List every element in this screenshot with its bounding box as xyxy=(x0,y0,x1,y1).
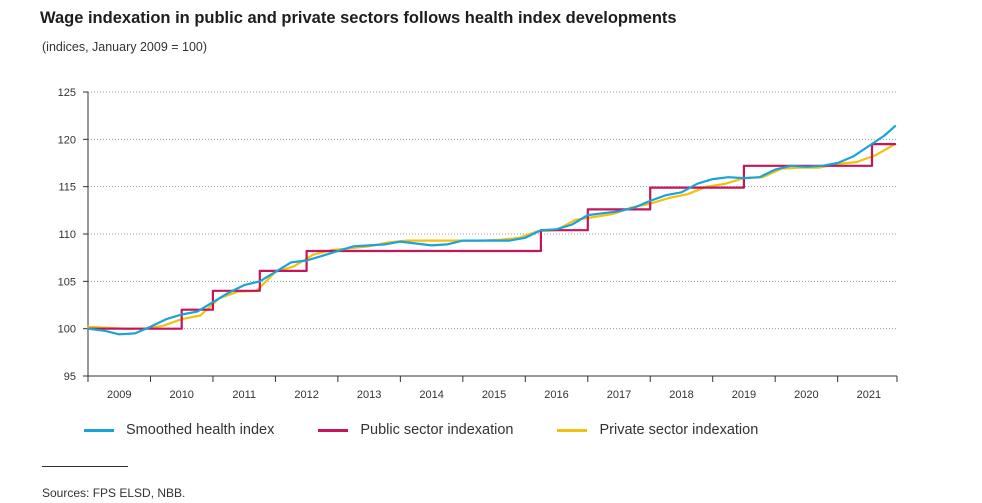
x-tick-label: 2015 xyxy=(482,389,506,401)
legend-label-public: Public sector indexation xyxy=(360,422,514,438)
y-tick-label: 95 xyxy=(64,371,76,383)
source-note: Sources: FPS ELSD, NBB. xyxy=(42,486,186,500)
legend-item-public: Public sector indexation xyxy=(318,422,513,438)
legend-swatch-public xyxy=(318,428,349,432)
chart-title: Wage indexation in public and private se… xyxy=(40,9,677,27)
legend-item-health: Smoothed health index xyxy=(84,422,274,438)
x-tick-label: 2019 xyxy=(732,389,756,401)
x-tick-label: 2010 xyxy=(169,389,193,401)
axes: 95 100 105 110 115 120 125 2009 2010 2011 2012 2013… xyxy=(58,87,898,401)
chart-subtitle: (indices, January 2009 = 100) xyxy=(42,40,208,54)
gridlines xyxy=(88,91,897,330)
footnote-divider xyxy=(42,466,128,467)
x-tick-label: 2018 xyxy=(669,389,693,401)
y-tick-label: 110 xyxy=(58,229,76,241)
y-tick-label: 120 xyxy=(58,134,76,146)
y-tick-label: 125 xyxy=(58,87,76,99)
x-tick-label: 2012 xyxy=(294,389,318,401)
legend-swatch-private xyxy=(557,428,588,432)
legend-label-private: Private sector indexation xyxy=(599,422,759,438)
y-tick-label: 100 xyxy=(58,324,76,336)
legend-label-health: Smoothed health index xyxy=(126,422,275,438)
x-tick-label: 2009 xyxy=(107,389,131,401)
legend-item-private: Private sector indexation xyxy=(557,422,758,438)
series-line-health xyxy=(86,124,897,336)
series-lines xyxy=(86,124,897,336)
series-line-public xyxy=(86,143,897,330)
x-tick-label: 2013 xyxy=(357,389,381,401)
legend-swatch-health xyxy=(84,428,114,432)
x-tick-label: 2020 xyxy=(794,389,818,401)
line-chart: 95 100 105 110 115 120 125 2009 2010 2011 2012 2013… xyxy=(58,87,898,401)
y-tick-label: 105 xyxy=(58,276,76,288)
series-line-private xyxy=(86,143,897,330)
x-tick-label: 2014 xyxy=(419,389,443,401)
chart-legend: Smoothed health index Public sector inde… xyxy=(84,422,802,438)
x-tick-label: 2011 xyxy=(232,389,256,401)
x-tick-label: 2021 xyxy=(857,389,881,401)
y-tick-label: 115 xyxy=(58,182,76,194)
x-tick-label: 2017 xyxy=(607,389,631,401)
x-tick-label: 2016 xyxy=(544,389,568,401)
